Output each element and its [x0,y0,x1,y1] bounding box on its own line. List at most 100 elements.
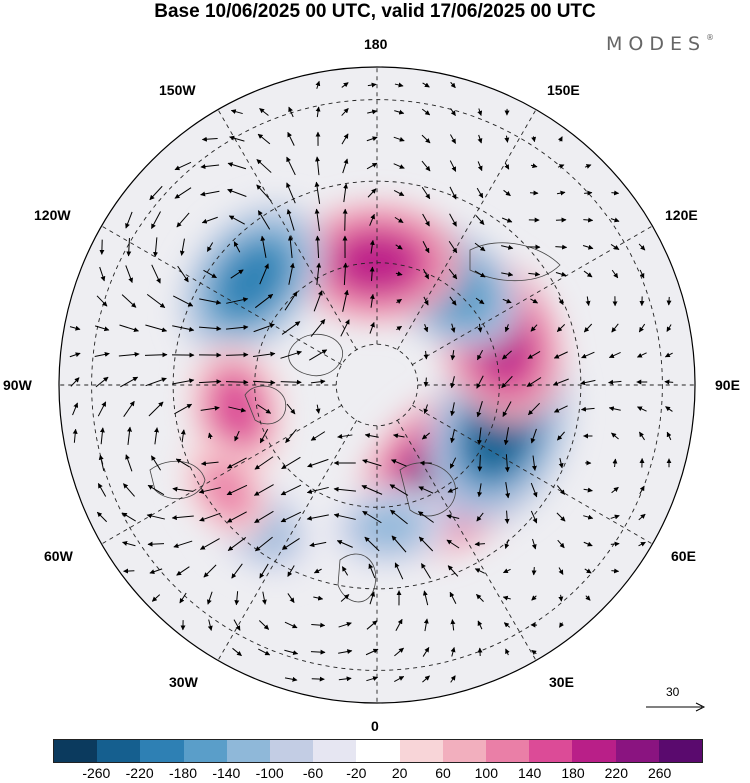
wind-vector [557,431,565,441]
wind-vector [477,454,483,472]
wind-vector [638,513,646,521]
wind-vector [421,432,430,440]
wind-vector [180,429,186,443]
wind-vector [610,541,620,547]
wind-vector [421,563,431,579]
wind-vector [313,290,323,312]
wind-vector [367,188,377,198]
wind-vector [200,164,220,170]
wind-vector [315,80,321,89]
wind-vector [284,621,298,629]
brand-logo: MODES® [606,33,715,55]
wind-vector [448,268,458,280]
wind-vector [502,401,512,417]
wind-vector [171,515,194,521]
wind-vector [530,298,539,304]
wind-vector [287,235,293,258]
wind-vector [256,159,272,173]
wind-vector [72,428,78,443]
colorbar [53,739,703,763]
wind-vector [474,270,486,278]
wind-vector [314,181,321,204]
wind-vector [390,509,408,525]
colorbar-tick-label: 180 [561,765,585,781]
wind-vector [227,162,247,170]
wind-vector [172,295,194,307]
lon-label-150e: 150E [547,82,580,98]
wind-vector [201,136,218,142]
wind-vector [72,402,79,416]
wind-vector [286,403,296,415]
wind-vector [69,352,81,358]
colorbar-tick-label: 260 [647,765,672,781]
wind-vector [585,296,591,306]
colorbar-tick-label: 20 [391,765,408,781]
wind-vector [288,262,295,285]
wind-vector [261,591,267,605]
wind-vector [531,595,537,601]
wind-vector [450,376,456,389]
wind-vector [558,297,564,305]
wind-vector [315,106,321,118]
wind-vector [475,215,485,225]
wind-vector [366,676,379,682]
wind-vector [367,82,377,88]
wind-vector [172,486,194,492]
wind-vector [446,514,460,520]
wind-vector [226,324,249,330]
map-title: Base 10/06/2025 00 UTC, valid 17/06/2025… [154,1,596,22]
wind-vector [611,190,620,196]
wind-vector [313,595,324,601]
wind-vector [393,163,405,169]
wind-vector [423,296,429,306]
wind-vector [639,431,645,441]
wind-vector [174,161,192,171]
wind-vector [147,484,165,496]
wind-vector [146,293,166,309]
wind-vector [365,648,379,656]
wind-vector [340,594,350,602]
wind-vector [639,269,645,279]
wind-vector [422,675,430,683]
wind-vector [553,405,568,413]
lon-label-30e: 30E [549,674,574,690]
wind-vector [664,379,674,385]
wind-vector [558,458,564,469]
wind-vector [422,213,430,227]
wind-vector [254,510,274,524]
wind-vector [121,512,136,522]
wind-vector [226,511,247,523]
positive-anomaly [201,461,253,519]
wind-vector [96,511,108,523]
wind-vector [306,486,329,494]
wind-vector [234,591,240,606]
wind-vector [474,541,485,547]
wind-vector [504,510,510,524]
wind-vector [176,212,190,228]
wind-vector [584,164,592,169]
wind-vector [254,456,274,470]
wind-vector [234,430,240,442]
wind-vector [449,160,457,172]
wind-vector [310,379,326,385]
wind-vector [341,566,349,576]
wind-vector [151,594,161,602]
wind-vector [504,324,510,333]
wind-vector [255,536,273,552]
wind-vector [531,538,537,550]
wind-vector [226,457,247,469]
wind-vector [227,537,247,551]
wind-vector [207,619,213,631]
wind-vector [253,484,274,496]
wind-vector [96,295,108,307]
wind-vector [450,108,456,116]
wind-vector [125,265,133,283]
wind-vector [306,514,329,521]
wind-vector [580,406,595,412]
wind-vector [225,352,249,358]
wind-vector [450,402,456,417]
wind-vector [145,324,168,333]
wind-vector [148,401,164,417]
wind-vector [149,568,163,575]
wind-vector [198,379,222,385]
